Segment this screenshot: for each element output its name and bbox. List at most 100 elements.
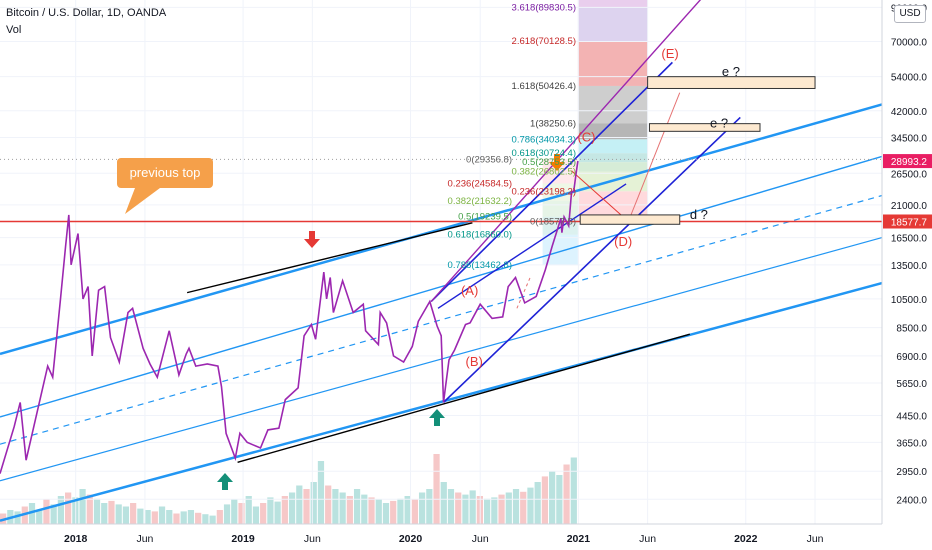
volume-bar <box>310 482 317 524</box>
fib-zone <box>577 153 648 163</box>
volume-bar <box>426 489 433 524</box>
volume-bar <box>404 496 411 524</box>
price-badge-label: 18577.7 <box>891 217 928 228</box>
volume-bar <box>527 487 534 524</box>
volume-bar <box>433 454 440 524</box>
x-tick-label: 2018 <box>64 533 88 545</box>
volume-bar <box>520 491 527 524</box>
support-line-black <box>237 333 691 464</box>
fib-level-label: 2.618(70128.5) <box>512 36 576 47</box>
fib-level-label: 1(38250.6) <box>530 118 576 129</box>
volume-bar <box>93 498 101 524</box>
volume-bar <box>447 489 455 524</box>
volume-bar <box>195 512 202 524</box>
volume-bar <box>209 515 216 524</box>
y-tick-label: 16500.0 <box>891 234 928 245</box>
y-tick-label: 8500.0 <box>896 324 927 335</box>
volume-bar <box>411 499 418 524</box>
x-tick-label: Jun <box>639 533 656 545</box>
fib-level-label: 0.618(16860.0) <box>448 230 512 241</box>
y-tick-label: 4450.0 <box>896 411 927 422</box>
fib-level-label: 1.618(50426.4) <box>512 81 576 92</box>
currency-button[interactable]: USD <box>894 5 926 23</box>
impulse-channel-mid <box>437 183 627 309</box>
y-tick-label: 42000.0 <box>891 107 928 118</box>
arrow-down-icon <box>549 154 565 171</box>
y-tick-label: 5650.0 <box>896 379 927 390</box>
volume-bar <box>108 500 115 524</box>
volume-bar <box>549 471 556 524</box>
volume-bar <box>440 482 447 524</box>
fib-level-label: 0.786(13462.8) <box>448 260 512 271</box>
impulse-channel-upper <box>430 61 673 303</box>
x-tick-label: 2019 <box>231 533 255 545</box>
volume-bar <box>346 496 353 524</box>
volume-bar <box>512 489 520 524</box>
fib-level-label: 0.382(21632.2) <box>448 196 512 207</box>
x-tick-label: 2020 <box>399 533 423 545</box>
volume-bar <box>86 494 93 524</box>
fib-level-label: 0(29356.8) <box>466 154 512 165</box>
wave-label: (E) <box>661 46 678 61</box>
volume-bar <box>238 503 245 524</box>
fib-level-label: 0.236(23198.2) <box>512 186 576 197</box>
arrow-up-icon <box>217 473 233 490</box>
fib-level-label: 0.786(34034.3) <box>512 134 576 145</box>
volume-bar <box>418 492 426 524</box>
price-badge-label: 28993.2 <box>891 157 928 168</box>
volume-bar <box>137 508 144 524</box>
volume-bar <box>43 499 50 524</box>
y-tick-label: 70000.0 <box>891 37 928 48</box>
y-tick-label: 2950.0 <box>896 467 927 478</box>
fib-zone <box>577 41 648 86</box>
fib-extension-zones <box>542 0 648 266</box>
fib-zone <box>577 139 648 154</box>
volume-bar <box>563 464 570 524</box>
fib-level-label: 0.618(30724.4) <box>512 148 576 159</box>
x-tick-label: Jun <box>807 533 824 545</box>
volume-bar <box>267 497 274 524</box>
volume-bar <box>252 506 260 524</box>
volume-bar <box>158 506 166 524</box>
y-tick-label: 21000.0 <box>891 201 928 212</box>
channel-lines <box>0 0 883 522</box>
y-tick-label: 34500.0 <box>891 133 928 144</box>
target-box-e-upper <box>647 76 816 89</box>
fib-retracement-zone <box>542 183 578 201</box>
wave-label: e ? <box>710 115 728 130</box>
volume-bar <box>50 504 57 524</box>
wave-label: (D) <box>614 234 632 249</box>
volume-bar <box>180 511 187 524</box>
time-axis-background <box>0 524 932 550</box>
volume-bar <box>491 497 498 524</box>
volume-bar <box>79 489 86 524</box>
volume-bar <box>505 492 512 524</box>
volume-bar <box>166 510 173 524</box>
y-tick-label: 13500.0 <box>891 261 928 272</box>
target-box-d <box>579 214 681 225</box>
volume-bar <box>151 511 158 524</box>
volume-bar <box>57 496 65 524</box>
impulse-channel-lower <box>442 116 741 403</box>
wave-label: (B) <box>466 354 483 369</box>
price-axis-background <box>882 0 932 550</box>
volume-bar <box>14 511 21 524</box>
volume-bar <box>187 510 195 524</box>
wave-label: d ? <box>690 207 708 222</box>
x-tick-label: Jun <box>304 533 321 545</box>
arrow-down-icon <box>304 231 320 248</box>
volume-bar <box>296 485 303 524</box>
volume-bar <box>339 492 346 524</box>
volume-bar <box>361 494 368 524</box>
volume-bar <box>317 461 325 524</box>
x-tick-label: Jun <box>136 533 153 545</box>
volume-bar <box>36 510 43 524</box>
fib-level-label: 0(18577.5) <box>530 216 576 227</box>
callout-pointer <box>125 188 160 214</box>
volume-label: Vol <box>6 24 22 36</box>
volume-bar <box>202 514 209 524</box>
previous-top-callout: previous top <box>117 158 213 188</box>
volume-bar <box>390 500 397 524</box>
